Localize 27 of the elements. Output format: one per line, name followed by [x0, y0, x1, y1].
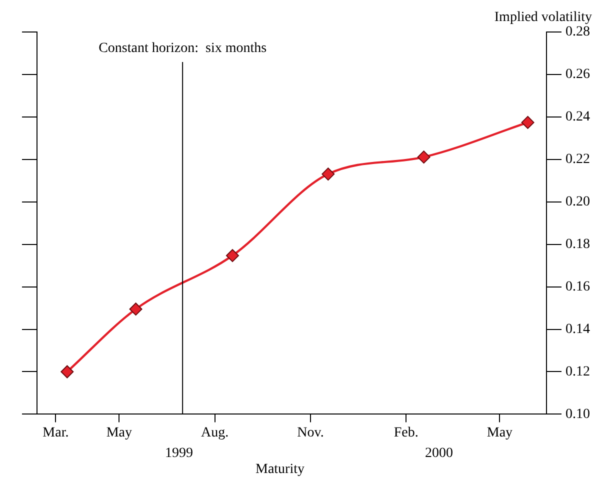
x-axis-title: Maturity	[254, 462, 306, 478]
x-tick-label: Mar.	[42, 425, 69, 440]
y-tick-label: 0.20	[566, 194, 590, 210]
x-tick-label: Nov.	[297, 425, 324, 440]
x-tick-label: Feb.	[394, 425, 418, 440]
x-tick-label: May	[486, 425, 513, 440]
x-tick-label: May	[106, 425, 132, 440]
y-axis-title: Implied volatility	[494, 10, 592, 26]
y-tick-label: 0.12	[566, 364, 590, 380]
y-tick-label: 0.28	[566, 24, 590, 40]
text: 2000	[425, 446, 453, 462]
x-tick-label: Aug.	[200, 425, 229, 440]
y-tick-label: 0.18	[566, 237, 590, 252]
point	[417, 150, 430, 164]
text: 1999	[165, 446, 193, 462]
y-tick-label: 0.10	[566, 406, 590, 422]
y-tick-label: 0.16	[566, 279, 590, 294]
point	[322, 168, 335, 181]
y-tick-label: 0.24	[566, 110, 590, 125]
ref-line-label: Constant horizon: six months	[98, 41, 267, 56]
point	[60, 365, 74, 378]
y-tick-label: 0.26	[566, 67, 590, 82]
point	[521, 116, 534, 129]
y-tick-label: 0.22	[566, 152, 590, 168]
point	[226, 249, 239, 262]
y-tick-label: 0.14	[566, 322, 590, 337]
point	[129, 302, 142, 316]
